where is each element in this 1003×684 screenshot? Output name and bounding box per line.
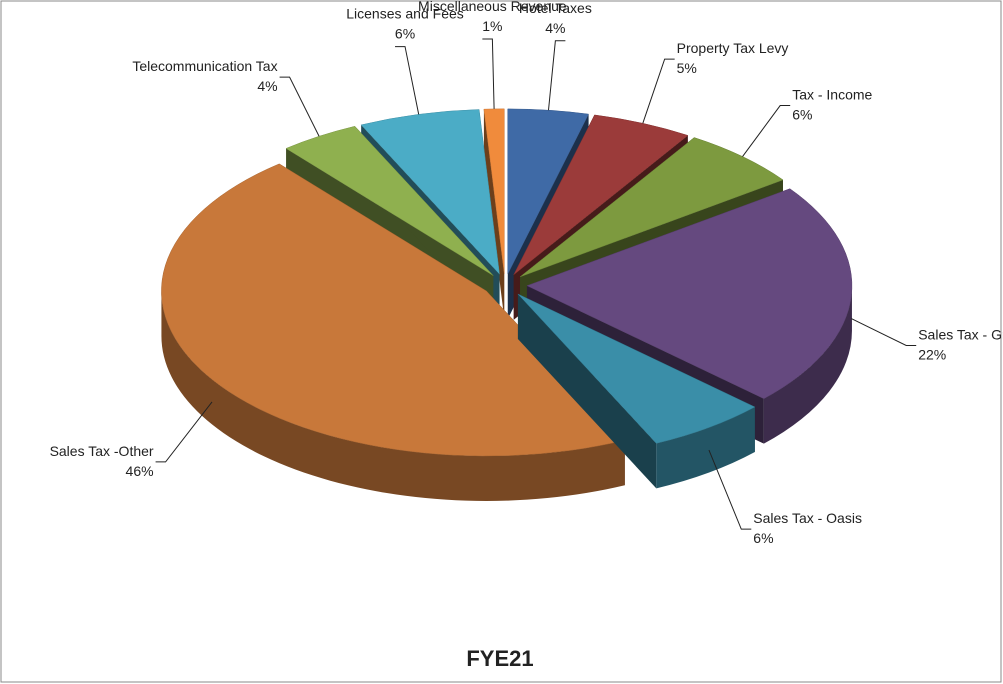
data-label: Property Tax Levy 5% <box>677 40 789 76</box>
category-label: Tax - Income <box>792 87 872 103</box>
data-label: Sales Tax - Oasis 6% <box>753 510 862 546</box>
chart-title: FYE21 <box>466 646 533 671</box>
value-label: 4% <box>545 20 565 36</box>
value-label: 6% <box>792 107 812 123</box>
leader-line <box>482 38 495 109</box>
leader-line <box>279 76 320 137</box>
slice-top <box>161 163 626 457</box>
leader-line <box>851 318 917 346</box>
category-label: Property Tax Levy <box>677 40 789 56</box>
value-label: 6% <box>395 26 415 42</box>
category-label: Licenses and Fees <box>346 6 464 22</box>
slice-top <box>360 109 500 275</box>
data-label: Telecommunication Tax 4% <box>132 58 277 94</box>
slice-top <box>517 293 756 444</box>
leader-line <box>642 58 675 124</box>
slice-top <box>519 137 784 278</box>
category-label: Miscellaneous Revenue <box>418 0 567 14</box>
slice-wall <box>161 290 625 501</box>
leader-line <box>742 105 791 157</box>
data-label: Miscellaneous Revenue 1% <box>418 0 567 34</box>
slice-wall <box>763 285 852 444</box>
data-label: Licenses and Fees 6% <box>346 6 464 42</box>
value-label: 46% <box>126 463 154 479</box>
data-label: Tax - Income 6% <box>792 87 872 123</box>
data-label: Sales Tax -Other 46% <box>50 443 154 479</box>
value-label: 1% <box>482 18 502 34</box>
slice-wall <box>656 406 755 489</box>
slice-top <box>513 114 689 275</box>
slice <box>517 293 756 489</box>
category-label: Telecommunication Tax <box>132 58 277 74</box>
leader-line <box>708 449 752 530</box>
value-label: 6% <box>753 530 773 546</box>
category-label: Hotel Taxes <box>519 0 592 16</box>
leader-line <box>155 401 213 463</box>
data-label: Sales Tax - Grainger 22% <box>918 326 1003 362</box>
slice-side <box>483 109 505 319</box>
leader-line <box>547 40 566 111</box>
value-label: 5% <box>677 60 697 76</box>
leader-line <box>395 46 420 115</box>
category-label: Sales Tax - Grainger <box>918 326 1003 342</box>
category-label: Sales Tax - Oasis <box>753 510 862 526</box>
value-label: 22% <box>918 346 946 362</box>
slice-top <box>285 125 494 276</box>
category-label: Sales Tax -Other <box>50 443 154 459</box>
data-label: Hotel Taxes 4% <box>519 0 592 36</box>
slice-side <box>517 294 657 489</box>
slice-top <box>507 108 589 275</box>
slice-top <box>526 188 853 399</box>
value-label: 4% <box>257 78 277 94</box>
